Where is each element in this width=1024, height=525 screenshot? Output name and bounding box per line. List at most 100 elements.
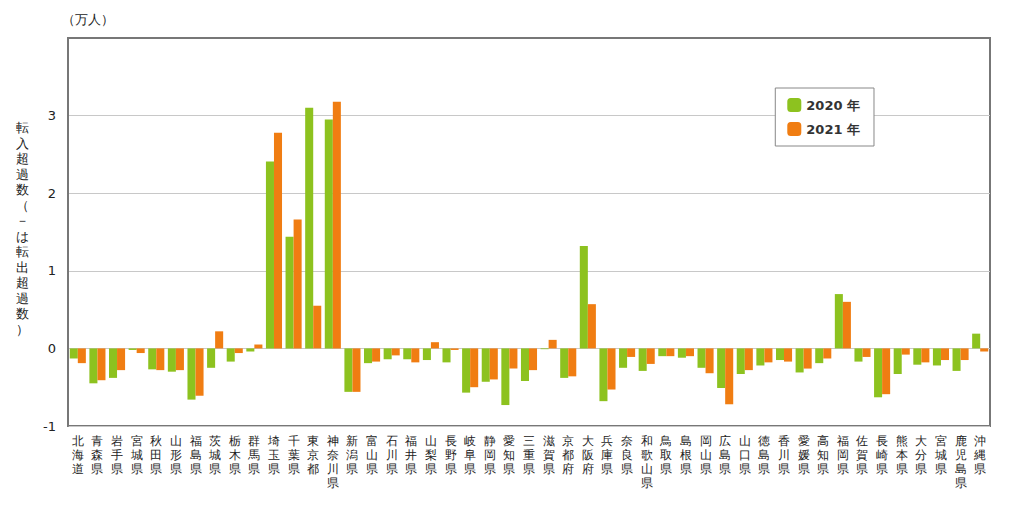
svg-text:過: 過 [16, 167, 29, 182]
svg-text:京: 京 [562, 434, 574, 448]
svg-text:島: 島 [190, 448, 202, 462]
svg-text:県: 県 [955, 476, 967, 490]
svg-text:県: 県 [837, 462, 849, 476]
svg-text:秋: 秋 [150, 434, 162, 448]
svg-text:県: 県 [229, 462, 241, 476]
svg-text:良: 良 [621, 448, 633, 462]
svg-text:道: 道 [72, 462, 84, 476]
svg-text:県: 県 [386, 462, 398, 476]
svg-text:高: 高 [817, 434, 829, 448]
svg-text:県: 県 [111, 462, 123, 476]
svg-text:潟: 潟 [346, 448, 358, 462]
svg-text:県: 県 [445, 462, 457, 476]
svg-text:和: 和 [641, 434, 653, 448]
svg-text:出: 出 [16, 260, 29, 275]
svg-text:馬: 馬 [247, 448, 260, 462]
svg-text:川: 川 [778, 448, 790, 462]
svg-text:県: 県 [660, 462, 672, 476]
svg-text:梨: 梨 [425, 448, 437, 462]
svg-text:県: 県 [915, 462, 927, 476]
svg-text:阪: 阪 [582, 448, 594, 462]
svg-text:宮: 宮 [935, 434, 947, 448]
svg-text:京: 京 [307, 448, 319, 462]
svg-text:府: 府 [582, 462, 594, 476]
svg-text:分: 分 [915, 448, 927, 462]
svg-text:2020 年: 2020 年 [806, 98, 860, 113]
svg-text:県: 県 [876, 462, 888, 476]
svg-text:重: 重 [523, 448, 535, 462]
svg-text:県: 県 [758, 462, 770, 476]
svg-text:岩: 岩 [111, 434, 123, 448]
svg-text:県: 県 [817, 462, 829, 476]
svg-text:神: 神 [327, 434, 339, 448]
svg-text:県: 県 [150, 462, 162, 476]
svg-text:取: 取 [660, 448, 672, 462]
svg-text:阜: 阜 [464, 448, 476, 462]
svg-text:川: 川 [327, 462, 339, 476]
svg-text:県: 県 [856, 462, 868, 476]
svg-text:川: 川 [386, 448, 398, 462]
svg-text:県: 県 [700, 462, 712, 476]
svg-text:埼: 埼 [267, 434, 280, 448]
svg-text:野: 野 [445, 448, 457, 462]
svg-text:山: 山 [170, 434, 182, 448]
svg-text:転: 転 [16, 244, 29, 259]
svg-text:徳: 徳 [758, 434, 770, 448]
svg-text:県: 県 [484, 462, 496, 476]
svg-text:静: 静 [484, 434, 496, 448]
svg-text:本: 本 [896, 448, 908, 462]
svg-text:島: 島 [955, 462, 967, 476]
svg-text:福: 福 [405, 434, 417, 448]
svg-text:東: 東 [307, 434, 319, 448]
svg-text:入: 入 [16, 136, 29, 151]
svg-text:山: 山 [641, 462, 653, 476]
svg-text:）: ） [16, 322, 29, 337]
svg-text:県: 県 [641, 476, 653, 490]
svg-text:福: 福 [190, 434, 202, 448]
svg-text:数: 数 [16, 306, 29, 321]
svg-text:県: 県 [268, 462, 280, 476]
svg-text:富: 富 [366, 434, 378, 448]
svg-text:岡: 岡 [837, 448, 849, 462]
svg-text:数: 数 [16, 182, 29, 197]
svg-text:島: 島 [680, 434, 692, 448]
svg-text:県: 県 [248, 462, 260, 476]
svg-text:森: 森 [91, 448, 103, 462]
svg-text:山: 山 [366, 448, 378, 462]
svg-text:城: 城 [208, 448, 221, 462]
svg-text:超: 超 [16, 151, 29, 166]
svg-text:県: 県 [288, 462, 300, 476]
svg-text:超: 超 [16, 275, 29, 290]
svg-text:三: 三 [523, 434, 535, 448]
svg-text:奈: 奈 [621, 434, 633, 448]
svg-text:0: 0 [48, 341, 56, 356]
svg-text:根: 根 [680, 448, 692, 462]
svg-text:媛: 媛 [798, 448, 810, 462]
svg-text:形: 形 [170, 448, 182, 462]
svg-text:県: 県 [209, 462, 221, 476]
svg-text:賀: 賀 [543, 448, 555, 462]
svg-text:山: 山 [425, 434, 437, 448]
svg-text:県: 県 [131, 462, 143, 476]
svg-text:佐: 佐 [856, 434, 868, 448]
svg-text:知: 知 [817, 448, 829, 462]
svg-text:県: 県 [464, 462, 476, 476]
svg-text:3: 3 [48, 108, 56, 123]
svg-text:岡: 岡 [484, 448, 496, 462]
svg-text:-1: -1 [43, 419, 56, 434]
svg-text:－: － [16, 213, 29, 228]
svg-text:県: 県 [170, 462, 182, 476]
svg-text:県: 県 [719, 462, 731, 476]
svg-text:県: 県 [425, 462, 437, 476]
svg-text:縄: 縄 [973, 448, 986, 462]
svg-text:山: 山 [739, 434, 751, 448]
svg-text:県: 県 [91, 462, 103, 476]
svg-text:長: 長 [445, 434, 457, 448]
svg-text:崎: 崎 [876, 448, 888, 462]
svg-text:海: 海 [72, 448, 84, 462]
svg-text:群: 群 [248, 434, 260, 448]
svg-text:県: 県 [190, 462, 202, 476]
svg-text:奈: 奈 [327, 448, 339, 462]
svg-text:県: 県 [503, 462, 515, 476]
svg-text:県: 県 [346, 462, 358, 476]
